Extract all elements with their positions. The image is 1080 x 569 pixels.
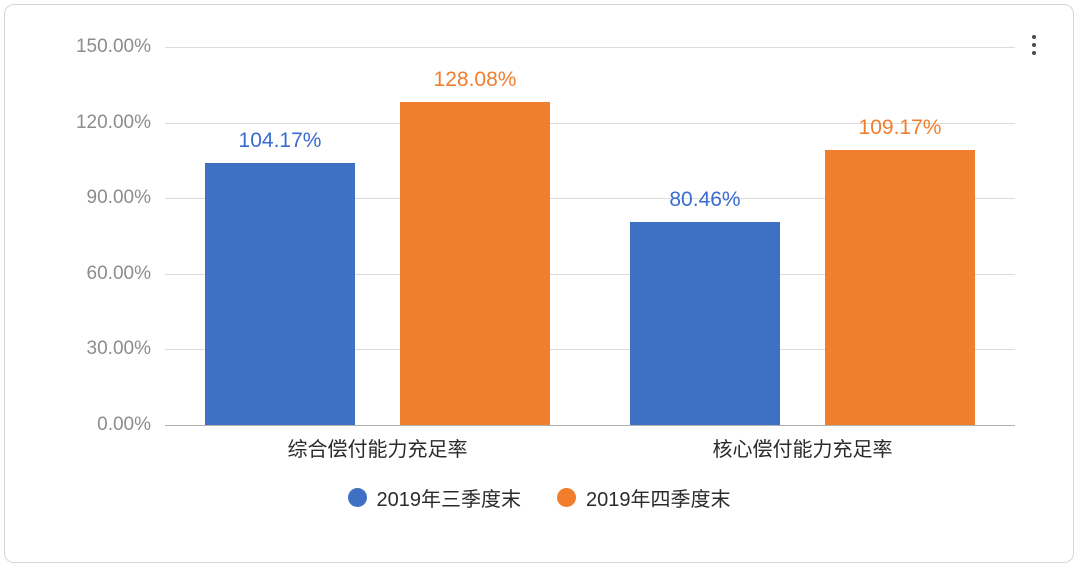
bar-value-label: 104.17% bbox=[238, 128, 322, 152]
legend-swatch-icon bbox=[557, 488, 576, 507]
more-options-icon[interactable] bbox=[1025, 35, 1043, 55]
bar-value-label: 128.08% bbox=[433, 68, 517, 92]
legend-swatch-icon bbox=[347, 488, 367, 507]
legend-item-1[interactable]: 2019年四季度末 bbox=[557, 483, 731, 512]
x-axis-category-label-0: 综合偿付能力充足率 bbox=[287, 439, 468, 461]
gridline bbox=[165, 47, 1015, 48]
legend-label: 2019年四季度末 bbox=[586, 489, 731, 511]
bar-group-0: 104.17% 128.08% bbox=[165, 47, 590, 425]
kebab-dot bbox=[1032, 43, 1036, 47]
y-axis-tick-label: 30.00% bbox=[86, 338, 151, 360]
y-axis-tick-label: 0.00% bbox=[97, 414, 151, 435]
y-axis-tick-label: 150.00% bbox=[75, 36, 151, 57]
legend-item-0[interactable]: 2019年三季度末 bbox=[347, 483, 522, 512]
bar-group-1: 80.46% 109.17% bbox=[590, 47, 1015, 425]
gridline bbox=[165, 425, 1015, 426]
x-axis-category-label-1: 核心偿付能力充足率 bbox=[712, 439, 893, 461]
bar-series-0-category-0[interactable]: 104.17% bbox=[205, 129, 355, 425]
gridline bbox=[165, 198, 1015, 200]
bar-value-label: 109.17% bbox=[858, 115, 942, 139]
bar-series-0-category-1[interactable]: 80.46% bbox=[630, 188, 780, 425]
y-axis-tick-label: 120.00% bbox=[75, 111, 151, 133]
x-axis-labels: 综合偿付能力充足率 核心偿付能力充足率 bbox=[165, 433, 1015, 462]
chart-card: 0.00% 30.00% 60.00% 90.00% 120.00% 150.00% 104… bbox=[4, 4, 1074, 563]
bar-value-label: 80.46% bbox=[669, 188, 741, 212]
legend-label: 2019年三季度末 bbox=[376, 489, 522, 511]
bar-series-1-category-1[interactable]: 109.17% bbox=[825, 116, 975, 425]
bar-series-1-category-0[interactable]: 128.08% bbox=[400, 68, 550, 425]
gridline bbox=[165, 122, 1015, 124]
plot-area: 0.00% 30.00% 60.00% 90.00% 120.00% 150.00% 104… bbox=[76, 36, 1015, 435]
y-axis-tick-label: 60.00% bbox=[86, 262, 151, 284]
gridline bbox=[165, 349, 1015, 351]
kebab-dot bbox=[1032, 35, 1036, 39]
kebab-dot bbox=[1032, 51, 1036, 55]
gridline bbox=[165, 273, 1015, 275]
y-axis-tick-label: 90.00% bbox=[86, 187, 151, 209]
chart-legend: 2019年三季度末 2019年四季度末 bbox=[5, 483, 1073, 512]
